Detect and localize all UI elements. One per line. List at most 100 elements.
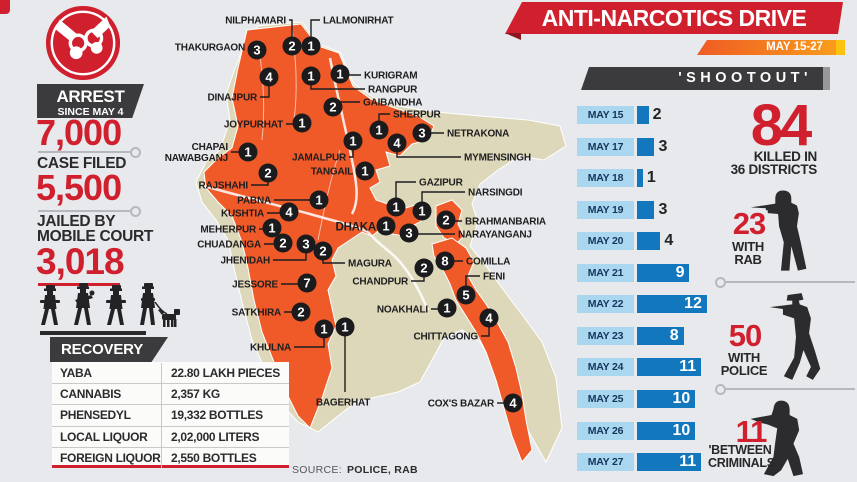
district-brahmanbaria: 2 BRAHMANBARIA: [436, 210, 546, 230]
district-count: 4: [509, 396, 517, 411]
district-marker: [414, 258, 434, 278]
district-marker: [282, 36, 302, 56]
district-sherpur: 1 SHERPUR: [369, 110, 442, 140]
district-count: 1: [341, 320, 348, 335]
district-marker: [355, 161, 375, 181]
district-rangpur: 1 RANGPUR: [301, 66, 418, 96]
district-label: DINAJPUR: [207, 93, 257, 104]
district-comilla: 8 COMILLA: [435, 251, 510, 271]
chart-value: 11: [679, 453, 697, 471]
district-marker: [301, 36, 321, 56]
district-marker: [258, 163, 278, 183]
title-banner-fold: [505, 33, 521, 40]
district-count: 4: [285, 205, 293, 220]
police-killed-label: WITH POLICE: [720, 350, 768, 378]
district-count: 1: [307, 39, 314, 54]
district-label: GAIBANDHA: [363, 98, 422, 109]
district-noakhali: 1 NOAKHALI: [377, 298, 457, 318]
chart-row: MAY 26 10: [577, 421, 722, 440]
recovery-row: LOCAL LIQUOR 2,02,000 LITERS: [52, 425, 289, 447]
district-marker: [335, 317, 355, 337]
district-marker: [456, 285, 476, 305]
district-label: COMILLA: [466, 257, 510, 268]
district-marker: [412, 123, 432, 143]
district-label: CHAPAI: [192, 142, 229, 153]
chart-category-label: MAY 24: [577, 358, 634, 377]
district-label: JAMALPUR: [292, 153, 347, 164]
district-count: 2: [319, 244, 326, 259]
chart-bar: [637, 200, 655, 219]
police-team-with-dog-icon: [40, 283, 180, 335]
chart-bar: [637, 263, 690, 282]
district-marker: [412, 201, 432, 221]
district-label: NOAKHALI: [377, 305, 429, 316]
district-chuadanga: 2 CHUADANGA: [197, 233, 293, 253]
chart-value: 3: [658, 200, 668, 218]
chart-row: MAY 21 9: [577, 263, 722, 282]
district-label: RAJSHAHI: [198, 181, 248, 192]
chart-bar: [637, 295, 707, 314]
district-marker: [436, 210, 456, 230]
district-rajshahi: 2 RAJSHAHI: [198, 163, 278, 192]
district-meherpur: 1 MEHERPUR: [200, 218, 282, 238]
district-gaibandha: 2 GAIBANDHA: [323, 97, 423, 117]
district-marker: [479, 308, 499, 328]
chart-value: 8: [669, 326, 679, 344]
district-narsingdi: 1 NARSINGDI: [412, 188, 523, 221]
chart-row: MAY 22 12: [577, 295, 722, 314]
district-tangail: 1 TANGAIL: [311, 161, 375, 181]
handcuffs-logo-icon: [45, 5, 121, 81]
district-count: 1: [315, 193, 322, 208]
chart-value: 10: [672, 389, 691, 407]
river-lines: [203, 57, 430, 311]
district-count: 5: [462, 288, 469, 303]
chart-bar: [637, 421, 696, 440]
chart-row: MAY 15 2: [577, 106, 722, 124]
shootout-bar-chart: MAY 15 2 MAY 17 3 MAY 18 1 MAY 19 3 MAY 20 4 MAY 2…: [577, 106, 722, 476]
district-count: 2: [288, 39, 295, 54]
divider: [38, 206, 141, 217]
district-label: SHERPUR: [393, 110, 441, 121]
district-label: RANGPUR: [368, 85, 418, 96]
rab-killed-label: WITH RAB: [731, 239, 764, 267]
district-label: GAZIPUR: [419, 178, 464, 189]
district-marker: [296, 234, 316, 254]
chart-value: 3: [658, 137, 668, 155]
divider: [715, 384, 855, 395]
district-label: MEHERPUR: [200, 225, 257, 236]
chart-category-label: MAY 27: [577, 453, 634, 472]
district-marker: [279, 202, 299, 222]
district-marker: [376, 216, 396, 236]
recovery-amount: 19,332 BOTTLES: [161, 405, 289, 426]
district-marker: [323, 97, 343, 117]
divider: [38, 147, 141, 158]
chart-bar: [637, 106, 649, 124]
district-narayanganj: 3 NARAYANGANJ: [399, 223, 532, 243]
district-label: BAGERHAT: [316, 398, 370, 409]
district-count: 3: [418, 126, 425, 141]
chart-category-label: MAY 20: [577, 232, 634, 251]
district-count: 1: [361, 164, 368, 179]
district-label: BRAHMANBARIA: [465, 217, 546, 228]
chart-value: 1: [646, 169, 656, 187]
recovery-item: YABA: [60, 366, 92, 381]
rab-shooter-icon: [750, 190, 807, 271]
district-jessore: 7 JESSORE: [232, 273, 317, 293]
arrest-label: ARREST: [56, 87, 125, 106]
district-label: KURIGRAM: [364, 71, 417, 82]
district-label: NARSINGDI: [468, 188, 523, 199]
district-nilphamari: 2 NILPHAMARI: [225, 16, 302, 56]
district-gazipur: 1 GAZIPUR: [386, 178, 464, 217]
district-kushtia: 4 KUSHTIA: [221, 202, 299, 222]
district-count: 1: [307, 69, 314, 84]
district-label: SATKHIRA: [232, 308, 281, 319]
district-marker: [399, 223, 419, 243]
divider: [715, 277, 855, 288]
district-marker: [503, 393, 523, 413]
district-marker: [291, 302, 311, 322]
recovery-item: LOCAL LIQUOR: [60, 429, 148, 444]
corner-tab: [0, 0, 10, 14]
